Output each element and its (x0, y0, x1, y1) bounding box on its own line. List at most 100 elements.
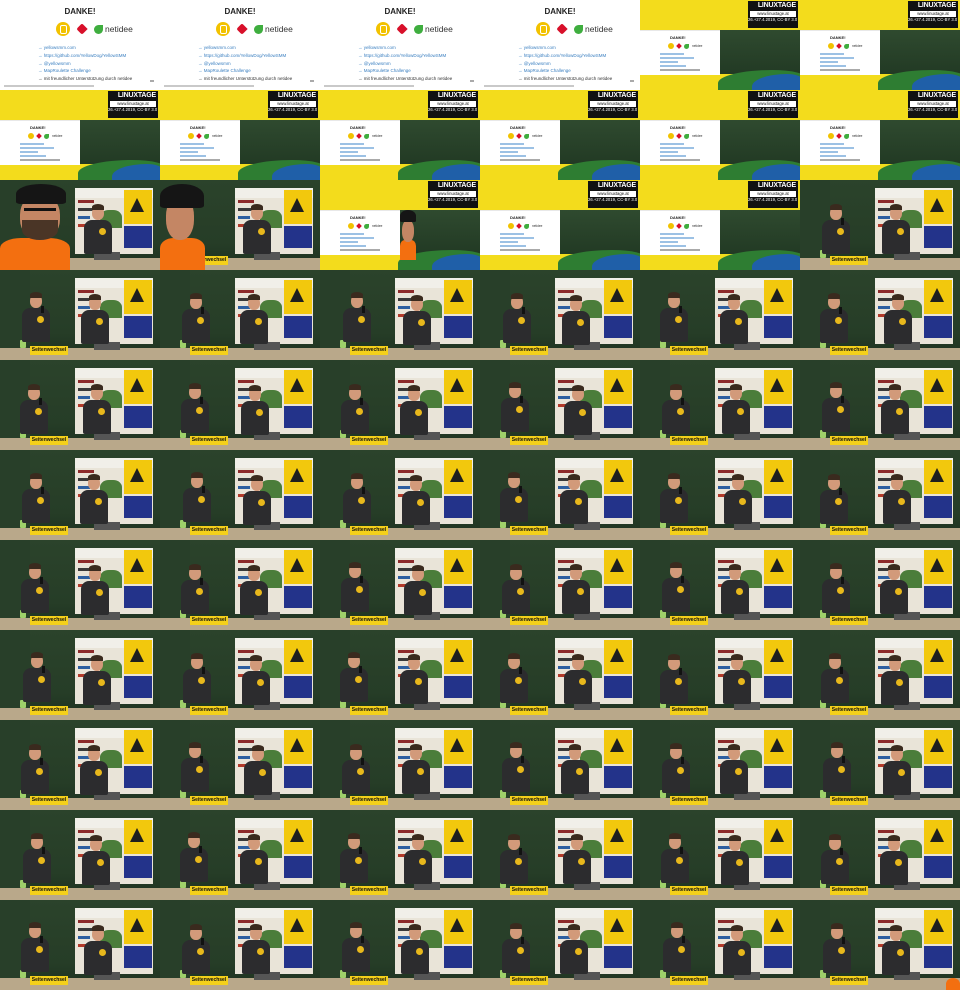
netidee-leaf-icon (364, 133, 369, 139)
mini-slide-line (20, 147, 54, 149)
stage-photo-frame: Seitenwechsel (320, 540, 480, 630)
cup (660, 970, 666, 978)
mini-slide-logos: netidee (668, 43, 702, 49)
linuxtage-poster-date (924, 406, 952, 428)
mini-slide-logos: netidee (508, 133, 542, 139)
cup (340, 880, 346, 888)
stage-sign: Seitenwechsel (830, 526, 868, 535)
slide-link-list: → yellowsmm.com → https://github.com/Yel… (198, 44, 292, 83)
mini-slide-line (500, 249, 540, 251)
thank-you-slide-frame: DANKE! netidee → yellowsmm.com → https:/… (160, 0, 320, 90)
yellowsmm-logo-icon (668, 43, 674, 49)
cup (340, 340, 346, 348)
mini-brand: netidee (372, 134, 383, 138)
stage-photo-frame: Seitenwechsel (0, 720, 160, 810)
laptop (574, 882, 600, 890)
cup (660, 700, 666, 708)
stage-photo-frame: Seitenwechsel (480, 900, 640, 990)
linuxtage-poster-date (764, 406, 792, 428)
stage-sign: Seitenwechsel (830, 256, 868, 265)
banner-url: www.linuxtage.at (590, 191, 636, 197)
lectern-ledge (640, 888, 800, 900)
mini-slide-title: DANKE! (670, 125, 686, 130)
sponsor-poster-header (555, 818, 633, 828)
sponsor-poster-header (875, 548, 953, 558)
mini-slide-line (500, 245, 526, 247)
cup (180, 970, 186, 978)
laptop (94, 342, 120, 350)
linuxtage-poster (924, 640, 952, 674)
cup (20, 430, 26, 438)
linuxtage-poster (124, 280, 152, 314)
sponsor-poster-header (875, 908, 953, 918)
lectern-ledge (160, 978, 320, 990)
stage-photo-frame: Seitenwechsel (800, 270, 960, 360)
laptop (254, 882, 280, 890)
cup (340, 610, 346, 618)
sponsor-poster-header (395, 458, 473, 468)
stage-photo-frame: Seitenwechsel (160, 180, 320, 270)
netidee-leaf-icon (364, 223, 369, 229)
sponsor-poster-header (875, 818, 953, 828)
mini-slide-title: DANKE! (670, 35, 686, 40)
mini-slide-line (340, 245, 366, 247)
slide-footer-line (484, 85, 574, 87)
mini-slide-title: DANKE! (190, 125, 206, 130)
linuxtage-poster-date (764, 676, 792, 698)
stage-photo-frame: Seitenwechsel (480, 540, 640, 630)
cup (500, 340, 506, 348)
banner-license: 26.+27.4.2019, CC-BY 3.0 (748, 197, 798, 202)
laptop (734, 882, 760, 890)
laptop (734, 972, 760, 980)
lectern-ledge (800, 258, 960, 270)
cup (20, 880, 26, 888)
cup (820, 520, 826, 528)
sponsor-poster-header (235, 638, 313, 648)
lectern-ledge (0, 798, 160, 810)
laptop (254, 612, 280, 620)
linuxtage-poster-date (284, 766, 312, 788)
banner-license: 26.+27.4.2019, CC-BY 3.0 (428, 107, 478, 112)
stage-sign: Seitenwechsel (190, 526, 228, 535)
mini-slide-line (820, 53, 844, 55)
banner-hill-blue (752, 254, 800, 270)
linuxtage-poster-date (444, 496, 472, 518)
linuxtage-poster (124, 730, 152, 764)
laptop (894, 252, 920, 260)
mini-slide-line (500, 241, 518, 243)
mini-brand: netidee (52, 134, 63, 138)
cup (20, 340, 26, 348)
mini-stage-view (720, 120, 800, 164)
mini-slide-line (820, 147, 854, 149)
laptop (414, 522, 440, 530)
sponsor-poster-header (715, 458, 793, 468)
cup (820, 610, 826, 618)
mini-stage-view (80, 120, 160, 164)
cup (500, 610, 506, 618)
linuxtage-poster-date (124, 316, 152, 338)
laptop (254, 972, 280, 980)
sponsor-poster-header (395, 368, 473, 378)
stage-sign: Seitenwechsel (190, 256, 228, 265)
linuxtage-poster-date (124, 946, 152, 968)
banner-url: www.linuxtage.at (750, 101, 796, 107)
stage-sign: Seitenwechsel (190, 886, 228, 895)
mini-slide: DANKE! netidee (640, 210, 720, 255)
stage-photo-frame: Seitenwechsel (0, 270, 160, 360)
sponsor-poster-header (75, 458, 153, 468)
slide-page-number (630, 80, 634, 82)
sponsor-poster-header (715, 638, 793, 648)
slide-title: DANKE! (544, 7, 576, 16)
slide-link-list: → yellowsmm.com → https://github.com/Yel… (358, 44, 452, 83)
cup (20, 970, 26, 978)
mini-stage-view (560, 120, 640, 164)
slide-link: → MapRoulette Challenge (198, 68, 251, 74)
laptop (734, 612, 760, 620)
yellowsmm-logo-icon (56, 22, 70, 36)
stage-sign: Seitenwechsel (510, 706, 548, 715)
linuxtage-poster (444, 550, 472, 584)
mini-slide-logos: netidee (828, 133, 862, 139)
sponsor-poster-header (75, 188, 153, 198)
stage-photo-frame: Seitenwechsel (160, 630, 320, 720)
laptop (414, 612, 440, 620)
